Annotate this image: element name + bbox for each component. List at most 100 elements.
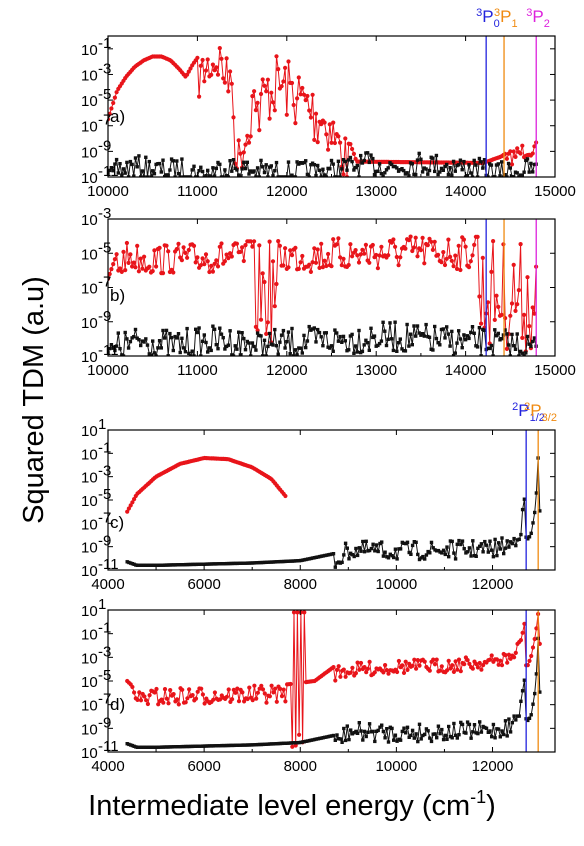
data-point — [377, 253, 382, 258]
data-point — [488, 539, 492, 543]
data-point — [462, 159, 466, 164]
data-point — [157, 339, 162, 343]
data-point — [506, 343, 511, 347]
data-point — [381, 554, 386, 558]
data-point — [121, 354, 126, 356]
data-point — [499, 663, 505, 668]
data-point — [398, 738, 403, 742]
y-tick-exponent: -7 — [98, 274, 111, 291]
data-point — [273, 686, 278, 691]
data-point — [409, 733, 413, 738]
data-point — [234, 241, 239, 246]
x-tick-label: 10000 — [376, 576, 418, 593]
data-point — [297, 732, 302, 737]
data-point — [226, 175, 230, 177]
data-point — [475, 665, 480, 670]
data-point — [488, 729, 492, 733]
data-point — [230, 697, 235, 702]
data-point — [500, 337, 504, 341]
data-point — [341, 256, 346, 261]
x-tick-label: 15000 — [534, 362, 576, 379]
data-point — [200, 57, 205, 63]
data-point — [264, 331, 269, 336]
data-point — [189, 744, 193, 749]
data-point — [441, 327, 445, 331]
data-point — [286, 330, 291, 334]
data-point — [438, 550, 442, 554]
data-point — [266, 175, 270, 177]
data-point — [371, 729, 375, 734]
data-point — [231, 354, 236, 356]
data-point — [259, 334, 263, 338]
data-point — [218, 326, 222, 330]
data-point — [281, 687, 286, 692]
data-point — [123, 330, 127, 335]
data-point — [489, 163, 494, 167]
data-point — [198, 63, 203, 68]
data-point — [474, 554, 478, 558]
data-point — [513, 154, 518, 159]
data-point — [290, 744, 295, 749]
data-point — [154, 686, 159, 692]
data-point — [324, 132, 329, 137]
data-point — [334, 667, 340, 673]
data-point — [166, 354, 170, 356]
data-point — [293, 245, 298, 250]
data-point — [255, 328, 260, 333]
data-point — [463, 338, 468, 342]
x-tick-label: 4000 — [91, 758, 124, 775]
data-point — [335, 175, 339, 177]
data-point — [391, 348, 396, 353]
data-point — [460, 539, 465, 543]
data-point — [108, 271, 112, 277]
data-point — [254, 348, 258, 352]
data-point — [477, 326, 482, 330]
data-point — [276, 352, 280, 356]
data-point — [285, 559, 289, 563]
data-point — [108, 350, 110, 355]
data-point — [402, 168, 406, 173]
data-point — [520, 143, 525, 148]
y-tick-label: 10 — [81, 281, 98, 298]
data-point — [527, 658, 532, 664]
data-point — [336, 236, 341, 241]
data-point — [252, 239, 257, 244]
data-point — [453, 253, 458, 258]
data-point — [245, 743, 250, 747]
data-point — [467, 163, 471, 167]
data-point — [273, 742, 277, 746]
threshold-label: 2P3/2 — [524, 401, 557, 424]
data-point — [274, 160, 279, 165]
data-point — [367, 160, 371, 165]
data-point — [144, 337, 148, 341]
data-point — [469, 554, 473, 558]
y-tick-label: 10 — [81, 470, 98, 487]
data-point — [319, 335, 323, 339]
data-point — [249, 354, 253, 356]
data-point — [508, 166, 512, 170]
data-point — [358, 252, 363, 257]
data-point — [235, 168, 239, 172]
data-point — [281, 328, 286, 333]
data-point — [460, 722, 465, 727]
data-point — [530, 645, 536, 650]
data-point — [393, 244, 398, 249]
data-point — [498, 174, 502, 177]
data-point — [431, 348, 435, 352]
data-point — [372, 173, 377, 177]
data-point — [405, 725, 410, 729]
data-point — [496, 541, 501, 545]
data-point — [465, 550, 470, 554]
data-point — [415, 658, 420, 663]
data-point — [412, 736, 416, 740]
data-point — [203, 252, 209, 257]
data-point — [108, 111, 112, 116]
data-point — [357, 721, 361, 725]
data-point — [286, 59, 291, 64]
data-point — [214, 166, 218, 171]
data-point — [116, 331, 120, 335]
data-point — [343, 738, 348, 743]
data-point — [465, 334, 469, 338]
data-point — [208, 562, 212, 566]
data-point — [269, 742, 274, 746]
